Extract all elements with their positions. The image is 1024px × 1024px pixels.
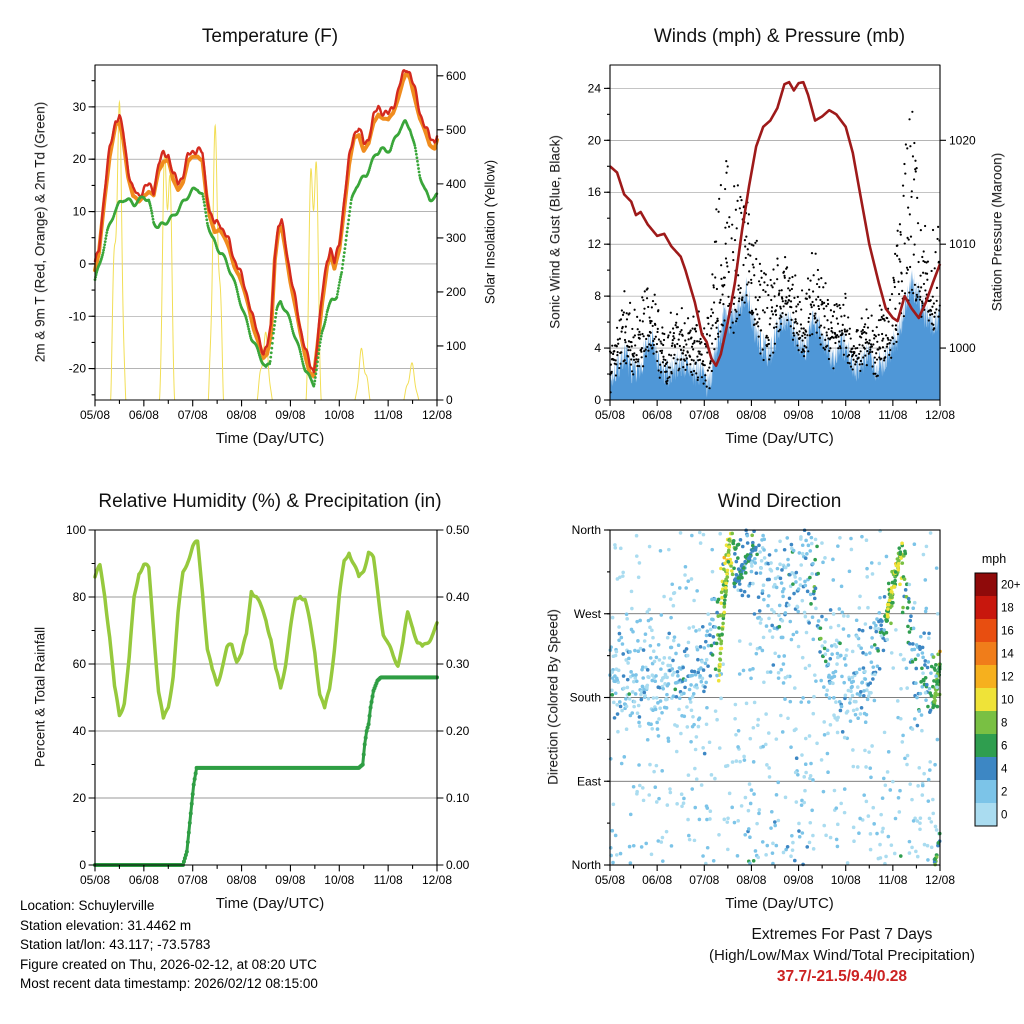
- figure-created-timestamp: Figure created on Thu, 2026-02-12, at 08…: [20, 956, 317, 972]
- winds-x-axis-label: Time (Day/UTC): [725, 430, 834, 447]
- winds-left-axis-label: Sonic Wind & Gust (Blue, Black): [547, 135, 563, 329]
- station-location: Location: Schuylerville: [20, 898, 155, 913]
- station-elevation: Station elevation: 31.4462 m: [20, 917, 192, 933]
- humidity-precip-chart: Relative Humidity (%) & Precipitation (i…: [20, 485, 520, 940]
- pressure-right-axis-label: Station Pressure (Maroon): [989, 152, 1005, 312]
- most-recent-data-timestamp: Most recent data timestamp: 2026/02/12 0…: [20, 976, 318, 991]
- humidity-precip-plot-canvas: [20, 485, 520, 915]
- winds-pressure-plot-canvas: [535, 20, 1024, 450]
- station-latlon: Station lat/lon: 43.117; -73.5783: [20, 937, 211, 952]
- wind-direction-left-axis-label: Direction (Colored By Speed): [545, 609, 561, 785]
- extremes-title: Extremes For Past 7 Days: [751, 926, 933, 943]
- temperature-left-axis-label: 2m & 9m T (Red, Orange) & 2m Td (Green): [32, 101, 48, 363]
- station-info-block: Location: Schuylerville Station elevatio…: [20, 896, 318, 994]
- extremes-subtitle: (High/Low/Max Wind/Total Precipitation): [709, 947, 975, 964]
- winds-pressure-chart-title: Winds (mph) & Pressure (mb): [653, 26, 906, 47]
- temperature-plot-canvas: [20, 20, 520, 450]
- wind-direction-plot-canvas: [535, 485, 1024, 915]
- humidity-precip-chart-title: Relative Humidity (%) & Precipitation (i…: [98, 491, 442, 512]
- temperature-x-axis-label: Time (Day/UTC): [215, 430, 325, 447]
- extremes-block: Extremes For Past 7 Days (High/Low/Max W…: [660, 926, 1024, 986]
- wind-direction-chart-title: Wind Direction: [717, 491, 842, 512]
- temperature-chart: Temperature (F) 2m & 9m T (Red, Orange) …: [20, 20, 520, 475]
- winds-pressure-chart: Winds (mph) & Pressure (mb) Sonic Wind &…: [535, 20, 1024, 475]
- humidity-x-axis-label: Time (Day/UTC): [215, 895, 325, 912]
- wind-direction-x-axis-label: Time (Day/UTC): [725, 895, 834, 912]
- temperature-chart-title: Temperature (F): [201, 26, 339, 47]
- wind-direction-chart: Wind Direction Direction (Colored By Spe…: [535, 485, 1024, 940]
- humidity-left-axis-label: Percent & Total Rainfall: [32, 626, 48, 768]
- extremes-values: 37.7/-21.5/9.4/0.28: [776, 968, 908, 985]
- temperature-right-axis-label: Solar Insolation (Yellow): [482, 159, 498, 305]
